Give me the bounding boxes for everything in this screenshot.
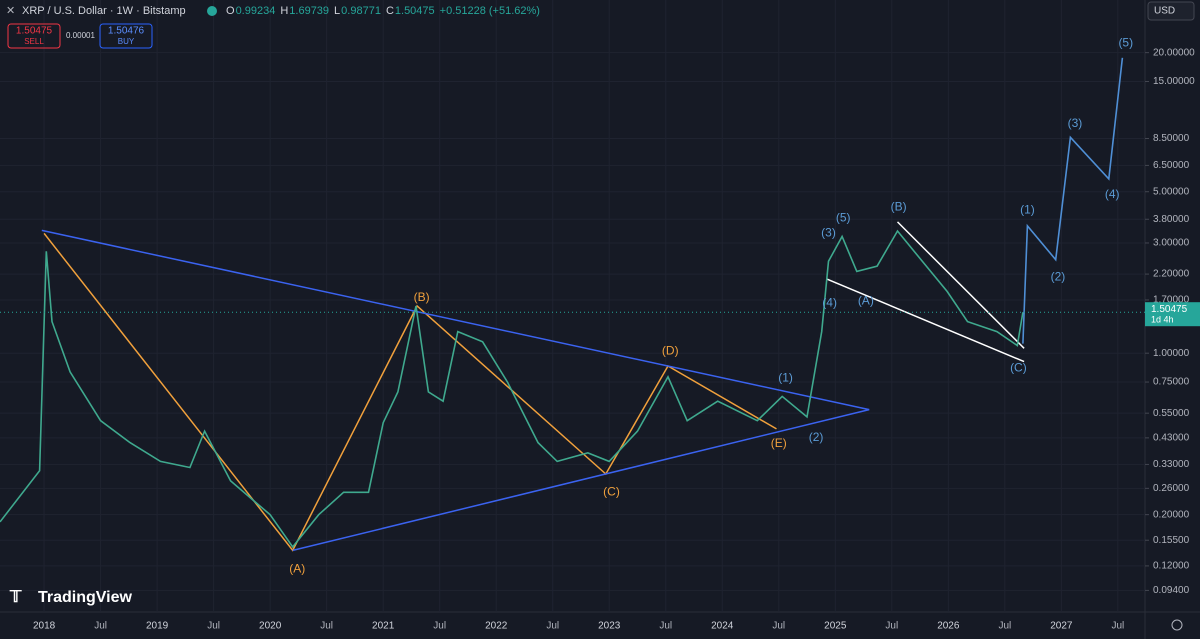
y-tick-label: 20.00000 <box>1153 47 1195 58</box>
header: ✕ XRP / U.S. Dollar · 1W · Bitstamp 1.50… <box>6 1 1195 631</box>
x-tick-label: Jul <box>885 621 898 632</box>
price-line <box>0 229 1024 549</box>
change: +0.51228 (+51.62%) <box>440 5 540 17</box>
wave-label: (2) <box>1051 270 1066 284</box>
x-tick-label: Jul <box>659 621 672 632</box>
y-tick-label: 0.33000 <box>1153 459 1190 470</box>
wave-label: (D) <box>662 343 679 357</box>
logo-mark: 𝕋 <box>9 589 22 606</box>
wave-label: (4) <box>822 296 837 310</box>
trend-line <box>896 221 1025 349</box>
ohlc-key: H <box>280 5 288 17</box>
x-tick-label: Jul <box>998 621 1011 632</box>
wave-label: (E) <box>771 436 787 450</box>
wave-label: (C) <box>1010 360 1027 374</box>
currency: USD <box>1154 6 1175 17</box>
x-tick-label: 2027 <box>1050 621 1073 632</box>
x-tick-label: 2023 <box>598 621 621 632</box>
ohlc-value: 0.98771 <box>341 5 381 17</box>
y-tick-label: 8.50000 <box>1153 133 1190 144</box>
y-tick-label: 0.15500 <box>1153 535 1190 546</box>
wave-label: (B) <box>891 199 907 213</box>
wave-label: (5) <box>836 210 851 224</box>
wave-label: (A) <box>289 561 305 575</box>
ohlc-key: C <box>386 5 394 17</box>
y-tick-label: 3.00000 <box>1153 238 1190 249</box>
wave-label: (1) <box>778 370 793 384</box>
x-tick-label: Jul <box>546 621 559 632</box>
y-tick-label: 0.75000 <box>1153 377 1190 388</box>
status-dot <box>207 6 217 16</box>
y-tick-label: 0.55000 <box>1153 408 1190 419</box>
y-tick-label: 0.43000 <box>1153 433 1190 444</box>
y-tick-label: 0.20000 <box>1153 509 1190 520</box>
trend-line <box>826 278 1025 363</box>
ohlc-key: L <box>334 5 340 17</box>
plot: (A) (B) (C) (D) (E) (1) (2) (3) (4) (5) (A) (B) (C) (… <box>0 36 1145 575</box>
wave-label: (B) <box>414 290 430 304</box>
symbol: XRP / U.S. Dollar · 1W · Bitstamp <box>22 5 186 17</box>
ohlc-value: 0.99234 <box>236 5 276 17</box>
buy-price: 1.50476 <box>108 26 145 37</box>
sell-button[interactable] <box>7 23 61 49</box>
y-tick-label: 15.00000 <box>1153 76 1195 87</box>
y-tick-label: 3.80000 <box>1153 214 1190 225</box>
y-tick-label: 1.00000 <box>1153 348 1190 359</box>
x-tick-label: Jul <box>320 621 333 632</box>
ohlc-key: O <box>226 5 235 17</box>
y-tick-label: 6.50000 <box>1153 160 1190 171</box>
currency-button[interactable] <box>1147 1 1195 21</box>
y-tick-label: 0.26000 <box>1153 483 1190 494</box>
sell-label: SELL <box>24 37 44 46</box>
logo: TradingView <box>38 589 133 606</box>
wave-label: (3) <box>1068 116 1083 130</box>
last-price-countdown: 1d 4h <box>1151 315 1174 325</box>
settings-icon[interactable] <box>1171 619 1183 631</box>
ohlc-value: 1.50475 <box>395 5 435 17</box>
x-tick-label: 2026 <box>937 621 960 632</box>
y-tick-label: 5.00000 <box>1153 186 1190 197</box>
close-icon[interactable]: ✕ <box>6 5 15 17</box>
grid <box>0 0 1145 612</box>
y-tick-label: 0.12000 <box>1153 561 1190 572</box>
x-tick-label: Jul <box>207 621 220 632</box>
x-tick-label: 2018 <box>33 621 56 632</box>
x-tick-label: 2025 <box>824 621 847 632</box>
sell-price: 1.50475 <box>16 26 53 37</box>
projection-line <box>1022 57 1124 344</box>
x-tick-label: Jul <box>433 621 446 632</box>
x-tick-label: 2021 <box>372 621 395 632</box>
x-tick-label: 2024 <box>711 621 734 632</box>
trend-line <box>292 408 870 552</box>
wave-label: (5) <box>1118 36 1133 50</box>
x-tick-label: 2022 <box>485 621 508 632</box>
wave-label: (1) <box>1020 202 1035 216</box>
y-tick-label: 1.70000 <box>1153 295 1190 306</box>
wave-label: (3) <box>821 225 836 239</box>
y-tick-label: 2.20000 <box>1153 269 1190 280</box>
x-tick-label: Jul <box>94 621 107 632</box>
trend-line <box>41 229 870 411</box>
x-tick-label: 2020 <box>259 621 282 632</box>
last-price-tag <box>1145 302 1200 327</box>
last-price-label: 1.50475 <box>1151 304 1188 315</box>
x-tick-label: 2019 <box>146 621 169 632</box>
wave-label: (C) <box>603 484 620 498</box>
x-tick-label: Jul <box>1111 621 1124 632</box>
buy-button[interactable] <box>99 23 153 49</box>
spread: 0.00001 <box>66 31 95 40</box>
wave-label: (4) <box>1105 187 1120 201</box>
y-tick-label: 0.09400 <box>1153 585 1190 596</box>
ohlc-value: 1.69739 <box>289 5 329 17</box>
wave-label: (A) <box>858 293 874 307</box>
buy-label: BUY <box>118 37 135 46</box>
wave-label: (2) <box>809 430 824 444</box>
axes: 20.00000 15.00000 8.50000 6.50000 5.00000 3.8… <box>33 47 1200 632</box>
x-tick-label: Jul <box>772 621 785 632</box>
